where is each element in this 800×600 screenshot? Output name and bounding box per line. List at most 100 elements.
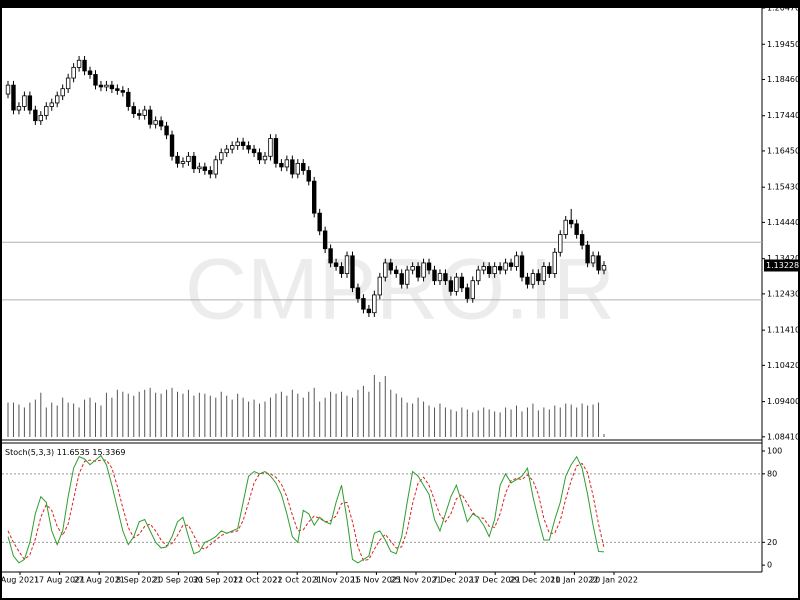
y-tick-label: 1.11410 [767, 326, 800, 335]
candle-body [71, 66, 76, 79]
candle-body [109, 84, 115, 90]
candle-body [208, 170, 213, 175]
x-tick-label: 3 Nov 2021 [314, 576, 360, 585]
stoch-y-tick-label: 0 [767, 561, 772, 570]
candle-body [257, 152, 262, 161]
candle-body [82, 59, 87, 72]
candle-body [333, 262, 339, 267]
y-tick-label: 1.15430 [767, 183, 800, 192]
y-tick-label: 1.10420 [767, 361, 800, 370]
candle-body [404, 269, 410, 285]
candle-body [525, 276, 530, 285]
candle-body [426, 262, 432, 271]
candle-body [202, 166, 208, 171]
candle-body [547, 266, 552, 275]
candle-body [481, 266, 486, 271]
candle-body [262, 155, 268, 161]
candle-body [519, 255, 525, 278]
candle-body [38, 114, 44, 122]
watermark: CMPRO.IR [185, 242, 615, 338]
indicator-label: Stoch(5,3,3) 11.6535 15.3369 [5, 448, 125, 457]
candle-body [568, 219, 574, 225]
candle-body [579, 234, 585, 246]
candle-body [213, 159, 218, 175]
candle-body [104, 84, 109, 88]
candle-body [448, 280, 454, 292]
candle-body [454, 276, 459, 292]
stoch-y-tick-label: 100 [767, 446, 782, 455]
x-tick-label: 27 Aug 2021 [74, 576, 125, 585]
candle-body [552, 251, 557, 274]
last-price-box [764, 259, 798, 272]
x-tick-label: 30 Sep 2021 [193, 576, 244, 585]
x-tick-label: 17 Dec 2021 [470, 576, 521, 585]
candle-body [388, 262, 393, 271]
candle-body [470, 280, 475, 299]
candle-body [415, 266, 421, 278]
y-tick-label: 1.08410 [767, 432, 800, 441]
candle-body [350, 255, 355, 289]
candle-body [410, 266, 415, 271]
candle-body [120, 90, 126, 93]
y-tick-label: 1.18460 [767, 75, 800, 84]
candle-body [33, 109, 38, 122]
candle-body [175, 155, 180, 164]
candle-body [541, 266, 547, 282]
candle-body [432, 269, 437, 282]
candle-body [246, 145, 251, 150]
candle-body [158, 120, 164, 127]
candle-body [497, 266, 503, 271]
x-tick-label: 20 Jan 2022 [590, 576, 638, 585]
candle-body [372, 294, 377, 314]
x-tick-label: 12 Oct 2021 [233, 576, 282, 585]
candle-body [142, 109, 147, 116]
candle-body [279, 162, 284, 168]
candle-body [164, 125, 169, 136]
candle-body [558, 234, 563, 253]
candle-body [301, 162, 306, 171]
candle-body [115, 88, 120, 91]
candle-body [465, 287, 470, 299]
candle-body [306, 170, 311, 182]
candle-body [399, 273, 404, 285]
candle-body [55, 95, 60, 104]
candle-body [191, 155, 197, 170]
candle-body [87, 70, 93, 75]
y-tick-label: 1.16450 [767, 146, 800, 155]
x-tick-label: 29 Dec 2021 [509, 576, 560, 585]
candle-body [317, 212, 322, 232]
x-tick-label: 10 Jan 2022 [550, 576, 598, 585]
candle-body [295, 162, 300, 175]
candle-body [394, 269, 399, 274]
stoch-y-tick-label: 80 [767, 469, 777, 478]
candle-body [339, 266, 344, 275]
candle-body [93, 74, 98, 86]
candle-body [60, 88, 65, 97]
candle-body [361, 298, 366, 310]
candle-body [284, 159, 290, 168]
x-tick-label: Aug 2021 [1, 576, 40, 585]
candle-body [355, 287, 361, 299]
candle-body [514, 255, 519, 267]
x-tick-label: 22 Oct 2021 [272, 576, 321, 585]
y-tick-label: 1.14440 [767, 218, 800, 227]
candle-body [268, 138, 273, 157]
candle-body [596, 255, 601, 271]
candle-body [601, 265, 607, 271]
x-tick-label: 7 Dec 2021 [433, 576, 479, 585]
stoch-y-tick-label: 20 [767, 538, 777, 547]
x-tick-label: 20 Sep 2021 [153, 576, 204, 585]
candle-body [328, 248, 333, 264]
y-tick-label: 1.17440 [767, 111, 800, 120]
candle-body [437, 273, 443, 282]
candle-body [290, 159, 295, 175]
candle-body [240, 141, 246, 147]
candle-body [197, 166, 202, 170]
candle-body [169, 134, 175, 157]
candle-body [235, 141, 240, 147]
candle-body [312, 180, 317, 214]
candle-body [344, 255, 350, 274]
candle-body [153, 120, 158, 125]
